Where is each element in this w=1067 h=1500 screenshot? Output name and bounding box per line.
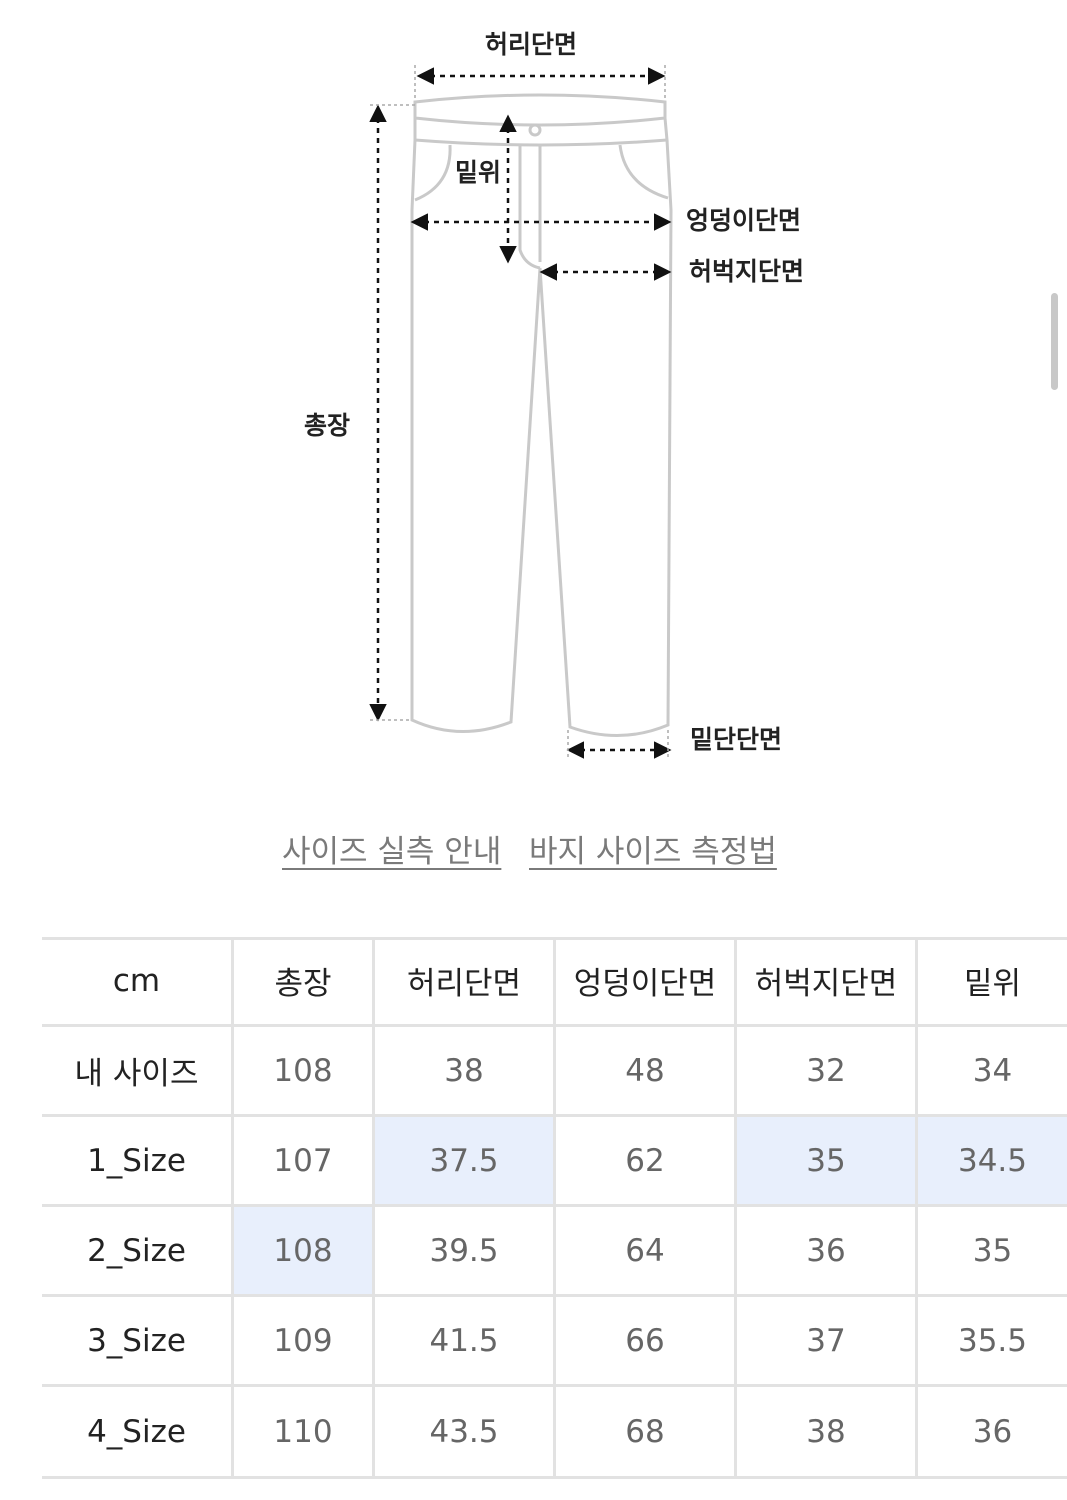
table-cell: 35 <box>918 1207 1067 1297</box>
label-hip: 엉덩이단면 <box>686 206 801 235</box>
table-cell: cm <box>42 937 234 1027</box>
label-waist: 허리단면 <box>485 30 577 59</box>
measure-arrows <box>369 67 672 759</box>
table-cell: 39.5 <box>375 1207 556 1297</box>
table-cell: 37 <box>737 1297 918 1387</box>
pants-diagram: 허리단면 밑위 엉덩이단면 허벅지단면 총장 밑단단면 <box>304 30 804 760</box>
scrollbar[interactable] <box>1051 293 1058 390</box>
table-cell: 62 <box>556 1117 737 1207</box>
table-cell: 48 <box>556 1027 737 1117</box>
measure-guide-link[interactable]: 바지 사이즈 측정법 <box>529 834 777 870</box>
guide-lines <box>370 65 669 760</box>
table-cell: 36 <box>737 1207 918 1297</box>
table-cell: 108 <box>234 1207 375 1297</box>
size-table: cm 총장 허리단면 엉덩이단면 허벅지단면 밑위 내 사이즈 108 38 48 32 34 1_Si… <box>42 937 1067 1479</box>
table-cell: 109 <box>234 1297 375 1387</box>
table-cell: 34 <box>918 1027 1067 1117</box>
table-cell: 110 <box>234 1387 375 1479</box>
table-cell: 엉덩이단면 <box>556 937 737 1027</box>
table-cell: 64 <box>556 1207 737 1297</box>
size-guide-link[interactable]: 사이즈 실측 안내 <box>282 834 502 870</box>
table-cell: 35.5 <box>918 1297 1067 1387</box>
table-cell: 허벅지단면 <box>737 937 918 1027</box>
table-cell: 66 <box>556 1297 737 1387</box>
table-cell: 32 <box>737 1027 918 1117</box>
label-thigh: 허벅지단면 <box>689 257 804 286</box>
table-cell: 108 <box>234 1027 375 1117</box>
table-cell: 총장 <box>234 937 375 1027</box>
table-cell: 43.5 <box>375 1387 556 1479</box>
table-cell: 38 <box>375 1027 556 1117</box>
pants-outline <box>410 93 673 738</box>
table-cell: 1_Size <box>42 1117 234 1207</box>
label-hem: 밑단단면 <box>690 725 782 754</box>
label-rise: 밑위 <box>455 158 501 187</box>
table-cell: 4_Size <box>42 1387 234 1479</box>
table-cell: 41.5 <box>375 1297 556 1387</box>
table-cell: 2_Size <box>42 1207 234 1297</box>
label-length: 총장 <box>304 411 350 440</box>
table-cell: 허리단면 <box>375 937 556 1027</box>
table-cell: 밑위 <box>918 937 1067 1027</box>
table-cell: 3_Size <box>42 1297 234 1387</box>
table-cell: 37.5 <box>375 1117 556 1207</box>
table-cell: 35 <box>737 1117 918 1207</box>
table-cell: 36 <box>918 1387 1067 1479</box>
table-cell: 68 <box>556 1387 737 1479</box>
table-cell: 34.5 <box>918 1117 1067 1207</box>
table-cell: 내 사이즈 <box>42 1027 234 1117</box>
table-cell: 107 <box>234 1117 375 1207</box>
table-cell: 38 <box>737 1387 918 1479</box>
